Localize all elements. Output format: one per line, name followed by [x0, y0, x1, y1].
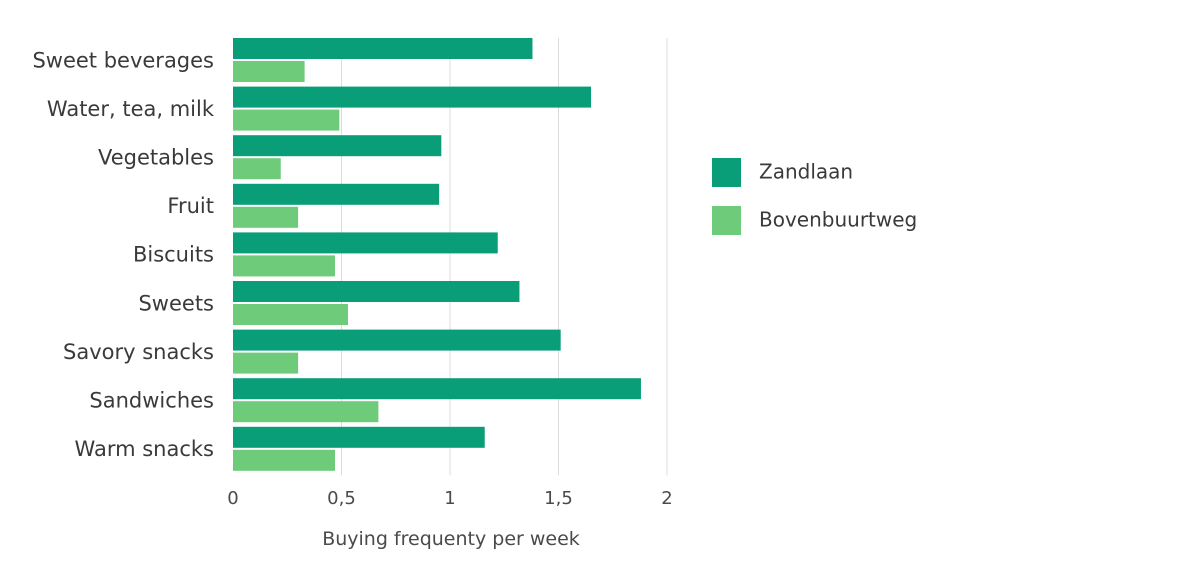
category-label: Sweets [138, 291, 214, 315]
bar-zandlaan-2 [233, 135, 442, 157]
x-axis-title: Buying frequenty per week [322, 528, 580, 550]
bar-zandlaan-6 [233, 329, 561, 351]
legend-label-zandlaan: Zandlaan [759, 160, 853, 184]
legend-swatch-bovenbuurtweg [712, 206, 741, 235]
category-label: Sandwiches [89, 389, 214, 413]
x-tick-label: 2 [661, 488, 672, 509]
bar-bovenbuurtweg-8 [233, 449, 335, 471]
category-label: Biscuits [133, 243, 214, 267]
bar-zandlaan-1 [233, 86, 592, 108]
bar-zandlaan-7 [233, 378, 641, 400]
bar-bovenbuurtweg-3 [233, 206, 299, 228]
bar-bovenbuurtweg-6 [233, 352, 299, 374]
bar-bovenbuurtweg-5 [233, 304, 349, 325]
x-tick-label: 1,5 [544, 488, 573, 509]
category-label: Sweet beverages [32, 48, 214, 72]
category-label: Vegetables [98, 146, 214, 170]
bar-zandlaan-5 [233, 281, 520, 302]
category-label: Warm snacks [75, 437, 214, 461]
bar-zandlaan-3 [233, 183, 440, 205]
category-label: Water, tea, milk [47, 97, 215, 121]
x-tick-label: 1 [444, 488, 455, 509]
category-label: Savory snacks [63, 340, 214, 364]
x-tick-label: 0 [227, 488, 238, 509]
category-labels: Sweet beverages Water, tea, milk Vegetable… [32, 48, 214, 461]
bars [233, 38, 641, 471]
bar-bovenbuurtweg-4 [233, 255, 335, 277]
x-tick-labels: 0 0,5 1 1,5 2 [227, 488, 672, 509]
legend-swatch-zandlaan [712, 158, 741, 187]
legend-label-bovenbuurtweg: Bovenbuurtweg [759, 208, 917, 232]
category-label: Fruit [167, 194, 214, 218]
bar-zandlaan-8 [233, 426, 485, 448]
x-tick-label: 0,5 [327, 488, 356, 509]
bar-bovenbuurtweg-7 [233, 401, 379, 423]
bar-zandlaan-0 [233, 38, 533, 59]
legend: Zandlaan Bovenbuurtweg [712, 158, 917, 235]
bar-bovenbuurtweg-1 [233, 109, 340, 131]
bar-zandlaan-4 [233, 232, 498, 254]
bar-bovenbuurtweg-0 [233, 61, 305, 82]
bar-bovenbuurtweg-2 [233, 158, 281, 180]
